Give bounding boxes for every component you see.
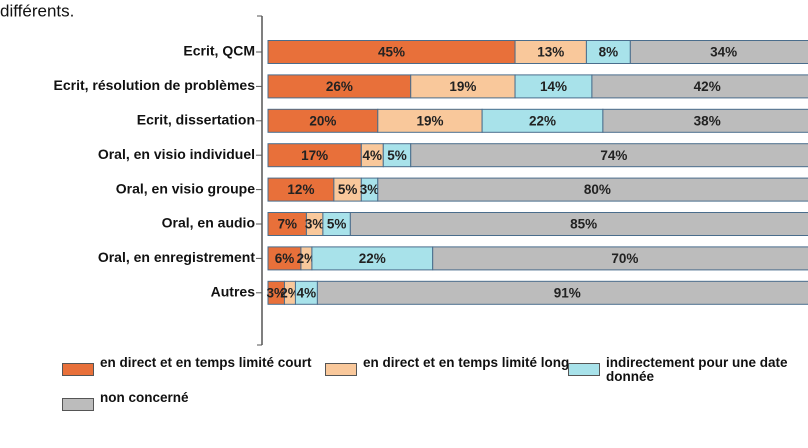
category-label: Oral, en visio groupe bbox=[116, 180, 255, 196]
value-label: 22% bbox=[359, 251, 386, 266]
legend-label: indirectement pour une date donnée bbox=[606, 355, 788, 384]
value-label: 70% bbox=[611, 251, 638, 266]
legend-swatch bbox=[62, 363, 94, 376]
value-label: 3% bbox=[266, 285, 286, 300]
value-label: 19% bbox=[449, 79, 476, 94]
value-label: 13% bbox=[537, 45, 564, 60]
value-label: 5% bbox=[338, 182, 358, 197]
category-label: Autres bbox=[211, 284, 256, 300]
value-label: 6% bbox=[275, 251, 295, 266]
value-label: 26% bbox=[326, 79, 353, 94]
bar-segment bbox=[349, 212, 808, 236]
bar-segment bbox=[629, 40, 808, 64]
category-label: Oral, en enregistrement bbox=[98, 249, 256, 265]
value-label: 14% bbox=[540, 79, 567, 94]
value-label: 38% bbox=[694, 113, 721, 128]
value-label: 20% bbox=[309, 113, 336, 128]
bar-segment bbox=[591, 74, 808, 99]
value-label: 3% bbox=[360, 182, 380, 197]
value-label: 5% bbox=[387, 148, 407, 163]
value-label: 17% bbox=[301, 148, 328, 163]
value-label: 85% bbox=[570, 217, 597, 232]
category-label: Oral, en visio individuel bbox=[98, 146, 255, 162]
value-label: 3% bbox=[305, 217, 325, 232]
value-label: 5% bbox=[327, 217, 347, 232]
value-label: 7% bbox=[277, 217, 297, 232]
legend-label: en direct et en temps limité court bbox=[100, 355, 312, 370]
value-label: 2% bbox=[297, 251, 317, 266]
legend-item: en direct et en temps limité long bbox=[325, 356, 578, 376]
bar-segment bbox=[316, 280, 808, 305]
bar-segment bbox=[432, 246, 808, 271]
legend-swatch bbox=[325, 363, 357, 376]
value-label: 91% bbox=[554, 285, 581, 300]
bar-segment bbox=[410, 143, 808, 168]
value-label: 8% bbox=[599, 45, 619, 60]
value-label: 22% bbox=[529, 113, 556, 128]
value-label: 2% bbox=[280, 285, 300, 300]
legend-item: en direct et en temps limité court bbox=[62, 356, 315, 376]
value-label: 42% bbox=[694, 79, 721, 94]
value-label: 12% bbox=[287, 182, 314, 197]
legend-swatch bbox=[568, 363, 600, 376]
value-label: 19% bbox=[416, 113, 443, 128]
value-label: 80% bbox=[584, 182, 611, 197]
legend: en direct et en temps limité court en dir… bbox=[0, 356, 808, 448]
value-label: 74% bbox=[600, 148, 627, 163]
chart: différents. Ecrit, QCM 45% 13% 8% 34% Ecrit, … bbox=[0, 1, 808, 346]
bar-segment bbox=[377, 177, 808, 202]
legend-item: indirectement pour une date donnée bbox=[568, 356, 808, 384]
chart-title: différents. bbox=[0, 1, 74, 20]
category-label: Ecrit, dissertation bbox=[137, 112, 255, 128]
category-label: Oral, en audio bbox=[162, 215, 255, 231]
legend-label: non concerné bbox=[100, 390, 189, 405]
category-label: Ecrit, QCM bbox=[183, 43, 255, 59]
value-label: 45% bbox=[378, 45, 405, 60]
value-label: 4% bbox=[297, 285, 317, 300]
category-label: Ecrit, résolution de problèmes bbox=[54, 77, 256, 93]
legend-label: en direct et en temps limité long bbox=[363, 355, 570, 370]
value-label: 34% bbox=[710, 45, 737, 60]
bar-segment bbox=[602, 108, 808, 133]
legend-swatch bbox=[62, 398, 94, 411]
value-label: 4% bbox=[363, 148, 383, 163]
legend-item: non concerné bbox=[62, 391, 220, 411]
